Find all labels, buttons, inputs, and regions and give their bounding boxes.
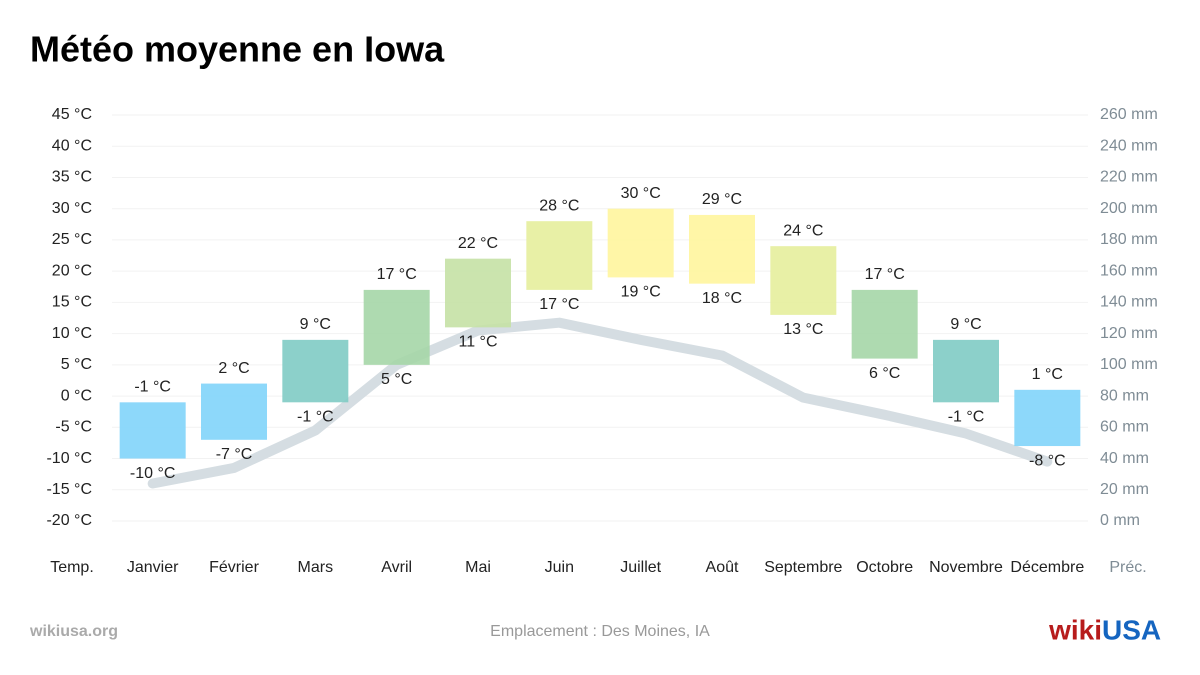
max-label: 9 °C <box>300 316 331 333</box>
y-tick-label: -20 °C <box>46 512 92 529</box>
location: Emplacement : Des Moines, IA <box>490 623 710 640</box>
y2-tick-label: 200 mm <box>1100 200 1158 217</box>
x-tick-label: Mars <box>298 559 334 576</box>
y-tick-label: -10 °C <box>46 450 92 467</box>
y-tick-label: 5 °C <box>61 356 92 373</box>
max-label: -1 °C <box>134 379 171 396</box>
temperature-bar <box>933 339 999 403</box>
precipitation-line <box>147 317 1053 489</box>
x-tick-label: Février <box>209 559 259 576</box>
y-tick-label: 15 °C <box>52 294 92 311</box>
y2-tick-label: 140 mm <box>1100 294 1158 311</box>
min-label: 13 °C <box>783 321 823 338</box>
x-tick-label: Décembre <box>1010 559 1084 576</box>
y2-tick-label: 80 mm <box>1100 387 1149 404</box>
temperature-bar <box>851 289 918 359</box>
y-tick-label: 35 °C <box>52 169 92 186</box>
max-label: 28 °C <box>539 197 579 214</box>
y2-tick-label: 220 mm <box>1100 169 1158 186</box>
y-tick-label: 10 °C <box>52 325 92 342</box>
temperature-bar <box>363 289 430 365</box>
min-label: -8 °C <box>1029 452 1066 469</box>
x-tick-label: Novembre <box>929 559 1003 576</box>
chart-title: Météo moyenne en Iowa <box>30 29 445 70</box>
x-tick-label: Juillet <box>620 559 661 576</box>
logo-usa: USA <box>1102 614 1161 645</box>
max-label: 22 °C <box>458 235 498 252</box>
y-tick-label: 40 °C <box>52 137 92 154</box>
y2-tick-label: 160 mm <box>1100 262 1158 279</box>
temperature-bar <box>445 258 511 328</box>
x-tick-label: Avril <box>381 559 412 576</box>
min-label: 19 °C <box>621 284 661 301</box>
x-tick-label: Mai <box>465 559 491 576</box>
y-tick-label: 30 °C <box>52 200 92 217</box>
temperature-bar <box>119 402 186 459</box>
temperature-bar <box>689 214 755 284</box>
max-label: 9 °C <box>950 316 981 333</box>
logo-wiki: wiki <box>1048 614 1102 645</box>
y2-axis-label: Préc. <box>1109 559 1146 576</box>
max-label: 17 °C <box>377 266 417 283</box>
x-tick-label: Octobre <box>856 559 913 576</box>
temperature-bar <box>201 383 267 440</box>
min-label: -1 °C <box>297 409 334 426</box>
x-tick-label: Janvier <box>127 559 179 576</box>
y2-tick-label: 0 mm <box>1100 512 1140 529</box>
y2-tick-label: 240 mm <box>1100 137 1158 154</box>
temperature-bar <box>770 246 837 315</box>
max-label: 30 °C <box>621 185 661 202</box>
min-label: 18 °C <box>702 290 742 307</box>
temperature-bar <box>607 208 674 278</box>
y2-tick-label: 100 mm <box>1100 356 1158 373</box>
y-axis-label: Temp. <box>50 559 94 576</box>
min-label: 5 °C <box>381 371 412 388</box>
y2-tick-label: 60 mm <box>1100 419 1149 436</box>
temperature-bar <box>1014 389 1081 447</box>
x-tick-label: Septembre <box>764 559 842 576</box>
y-tick-label: 20 °C <box>52 262 92 279</box>
y-tick-label: -5 °C <box>55 419 92 436</box>
max-label: 2 °C <box>218 360 249 377</box>
max-label: 17 °C <box>865 266 905 283</box>
max-label: 1 °C <box>1032 366 1063 383</box>
max-label: 24 °C <box>783 222 823 239</box>
max-label: 29 °C <box>702 191 742 208</box>
y2-tick-label: 120 mm <box>1100 325 1158 342</box>
y2-tick-label: 260 mm <box>1100 106 1158 123</box>
min-label: 6 °C <box>869 365 900 382</box>
source: wikiusa.org <box>29 623 118 640</box>
min-label: -1 °C <box>948 409 985 426</box>
y-tick-label: 45 °C <box>52 106 92 123</box>
x-tick-label: Août <box>706 559 739 576</box>
y2-tick-label: 180 mm <box>1100 231 1158 248</box>
y2-tick-label: 40 mm <box>1100 450 1149 467</box>
temperature-bar <box>526 221 593 290</box>
y-tick-label: 0 °C <box>61 387 92 404</box>
temperature-bar <box>282 339 349 403</box>
y2-tick-label: 20 mm <box>1100 481 1149 498</box>
min-label: -7 °C <box>216 446 253 463</box>
min-label: 17 °C <box>539 296 579 313</box>
min-label: 11 °C <box>458 334 497 351</box>
min-label: -10 °C <box>130 465 176 482</box>
y-tick-label: -15 °C <box>46 481 92 498</box>
x-tick-label: Juin <box>545 559 574 576</box>
y-tick-label: 25 °C <box>52 231 92 248</box>
